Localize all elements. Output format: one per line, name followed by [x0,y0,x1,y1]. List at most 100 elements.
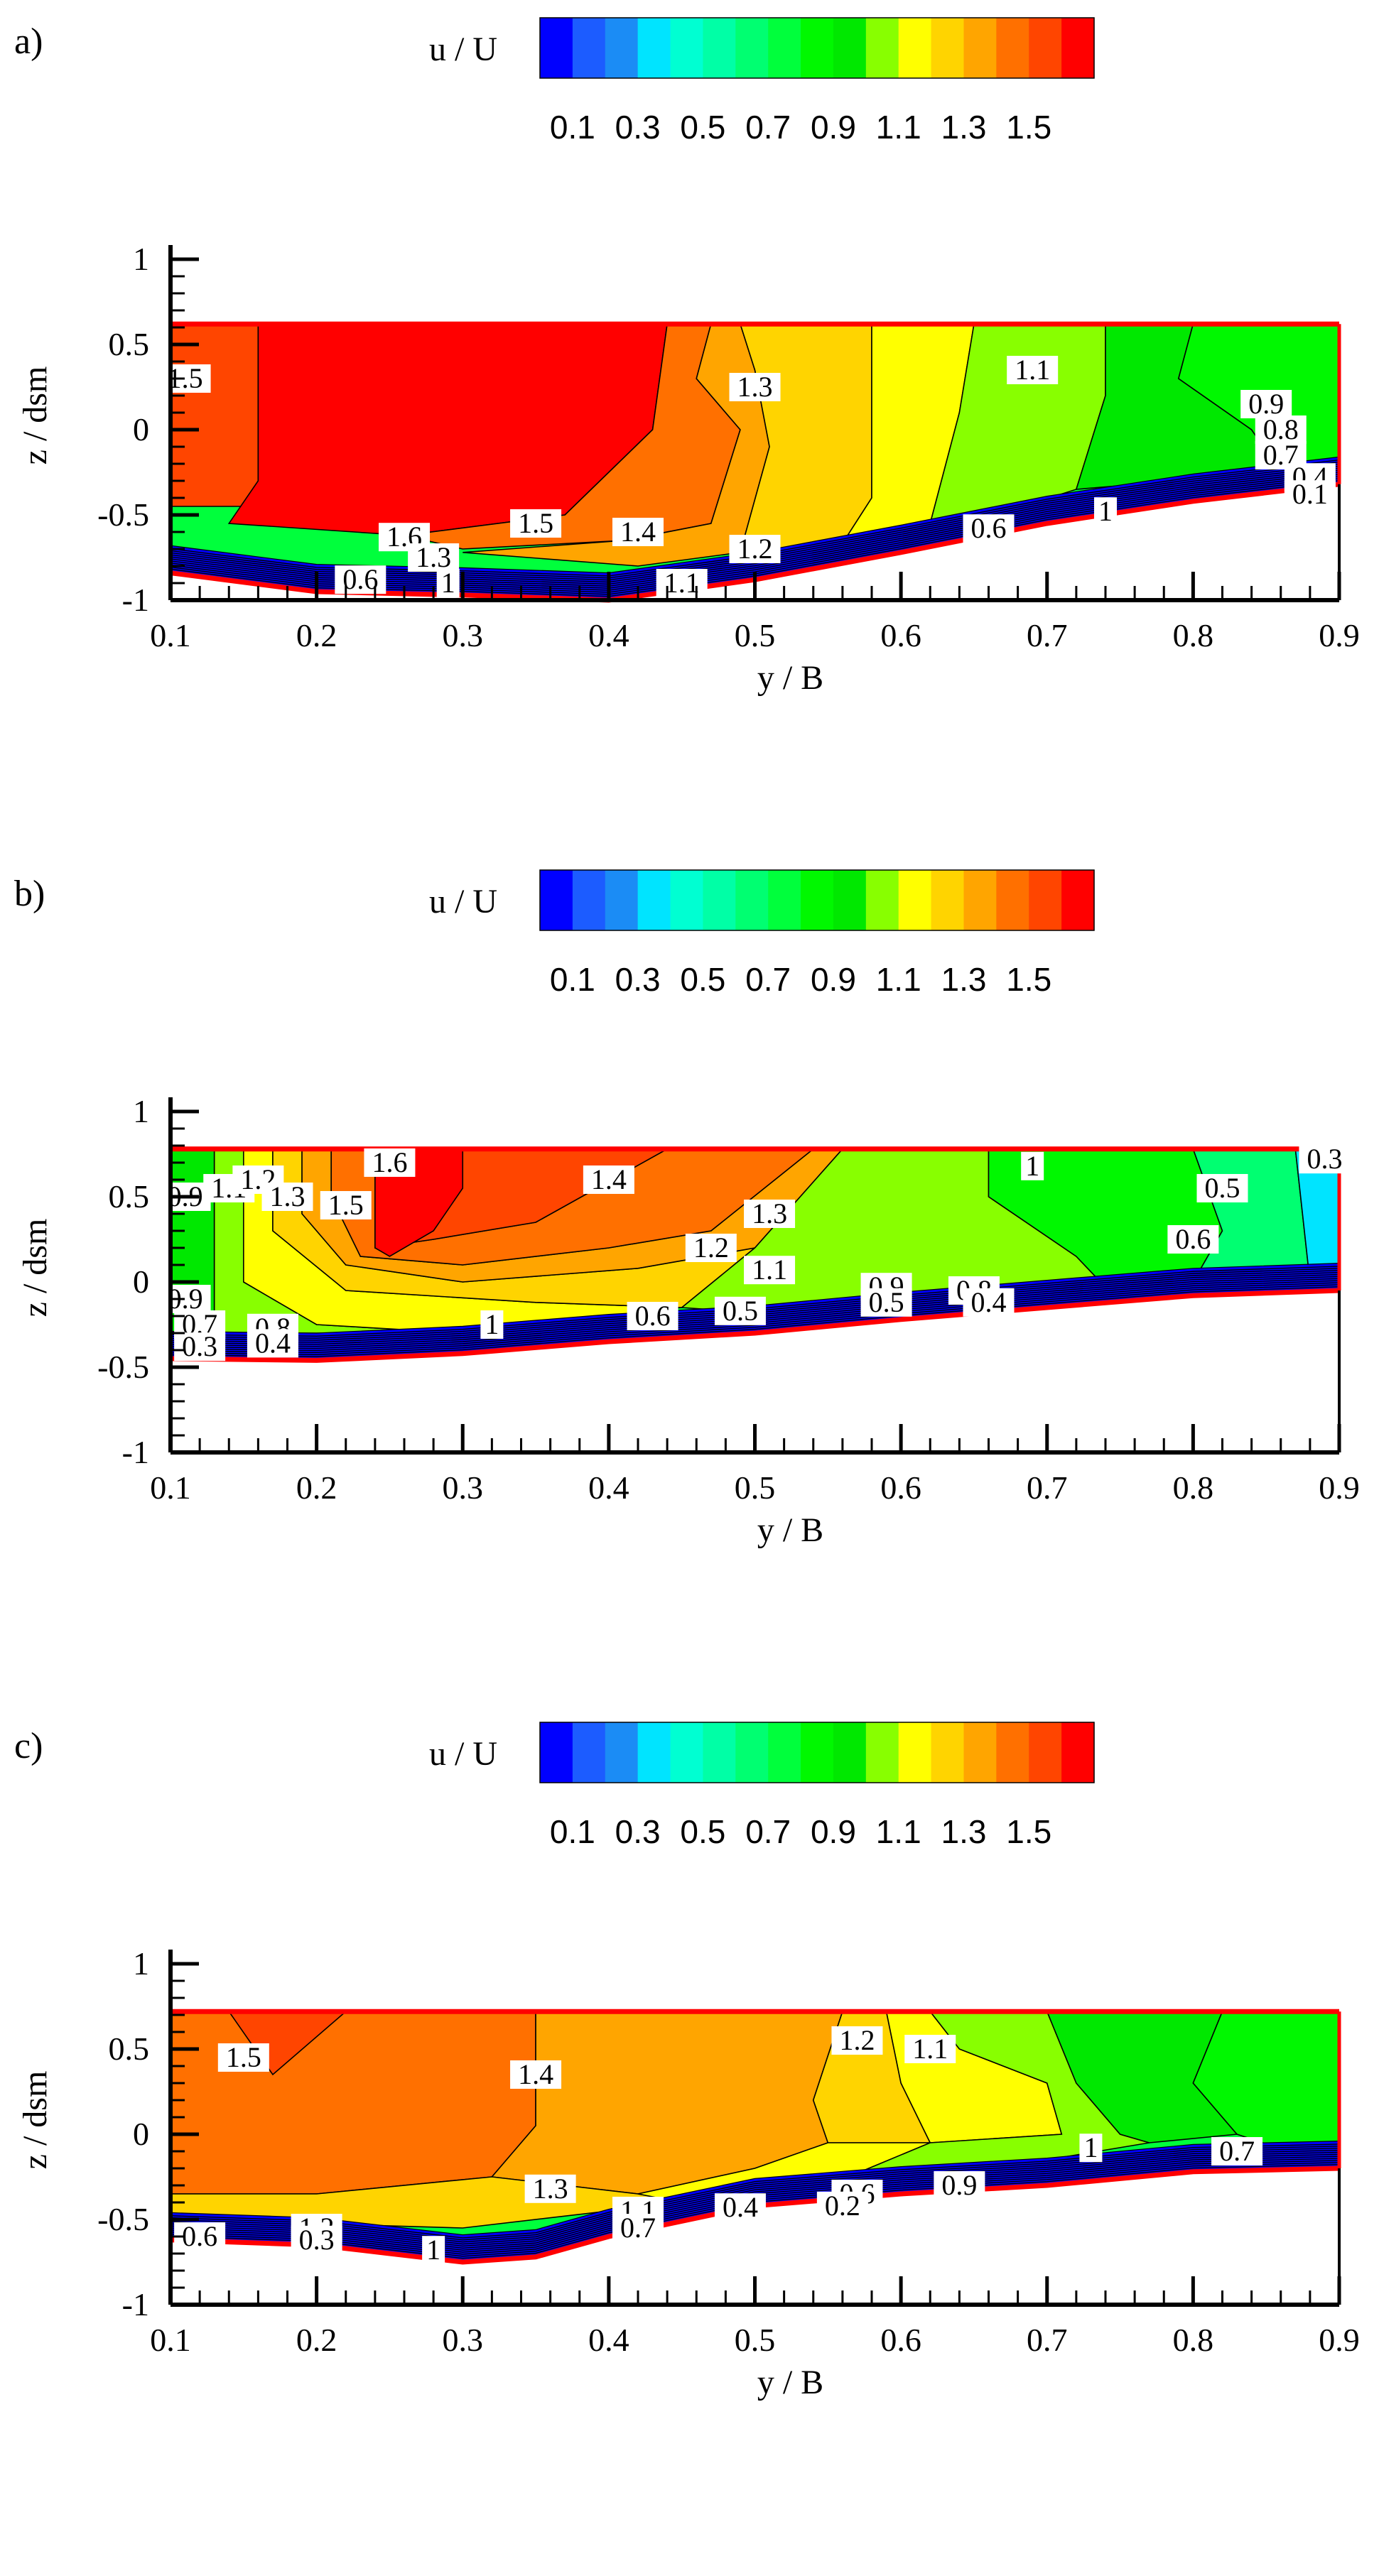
contour-label: 1.1 [912,2033,948,2065]
colorbar-tick-label: 1.5 [1006,961,1051,998]
contour-label-group: 1.5 [510,507,562,539]
near-bed-contour [171,2149,1339,2245]
contour-label: 0.1 [1292,478,1328,510]
contour-label-box [816,2191,868,2220]
contour-label: 0.5 [1205,1172,1240,1204]
contour-label-group: 0.5 [1196,1172,1248,1204]
contour-label-box [583,1165,634,1194]
contour-label-group: 0.7 [1211,2135,1263,2167]
x-tick-label: 0.8 [1173,617,1214,653]
bed-profile-line [170,1288,1340,1363]
colorbar-swatch [996,1722,1029,1783]
contour-label-group: 1 [1021,1150,1044,1182]
colorbar-tick-label: 0.1 [550,109,595,146]
contour-label: 1 [426,2234,440,2266]
colorbar-tick-label: 0.3 [615,1813,661,1850]
y-tick-label: 0.5 [109,1178,150,1214]
colorbar-frame [539,1722,1095,1783]
near-bed-contour [171,2162,1339,2257]
contour-label-box [510,2060,562,2089]
contour-label-group: 1.1 [1007,354,1059,386]
contour-label-group: 1.4 [510,2058,562,2090]
x-tick-label: 0.6 [880,617,921,653]
contour-label: 1.3 [416,541,451,573]
colorbar-swatch [768,18,801,78]
colorbar-swatch [605,1722,639,1783]
colorbar-swatch [540,18,573,78]
contour-label-box [860,1288,912,1317]
contour-label-group: 1.6 [379,521,430,553]
contour-label-box [1079,2134,1103,2163]
y-tick-label: 0.5 [109,326,150,362]
contour-label-box [1196,1174,1248,1202]
near-bed-contour [171,2151,1339,2247]
contour-label: 0.4 [971,1286,1007,1318]
contour-label: 1.3 [270,1180,305,1212]
contour-zone [171,2011,536,2195]
contour-label-group: 0.7 [1255,439,1307,471]
contour-label-box [1284,480,1336,509]
contour-label: 0.9 [941,2169,977,2201]
colorbar-swatch [540,1722,573,1783]
contour-label: 1 [441,567,455,599]
colorbar-swatch [605,870,639,930]
y-tick-label: 1 [133,241,149,277]
colorbar-tick-label: 0.1 [550,961,595,998]
colorbar-tick-label: 0.7 [745,961,791,998]
contour-label-box [1007,356,1059,384]
contour-label-box [729,535,781,563]
contour-label-group: 1.3 [744,1197,796,1229]
chart-panel-1: a) u / U 0.1 0.3 0.5 0.7 0.9 1.1 1.3 1.5 1.5 1.3 1.1… [14,17,1360,697]
contour-label: 1.2 [839,2024,875,2056]
y-axis-title: z / dsm [16,366,54,465]
x-axis-title: y / B [757,2364,823,2401]
contour-label-group: 1.3 [524,2173,576,2205]
contour-label: 0.6 [635,1300,671,1332]
contour-label-box [1094,497,1117,526]
x-tick-label: 0.2 [296,2322,337,2358]
y-tick-label: -1 [122,582,149,618]
panel-label: a) [14,21,43,62]
near-bed-contour [171,2160,1339,2255]
colorbar-swatch [670,18,704,78]
colorbar-swatch [605,18,639,78]
contour-label-box [831,2026,883,2055]
contour-label-group: 0.2 [816,2190,868,2222]
near-bed-contour [171,1284,1339,1355]
contour-label-group: 1.5 [159,362,211,394]
contour-label: 1.3 [533,2173,568,2205]
colorbar-swatch [833,18,867,78]
x-tick-label: 0.5 [735,617,776,653]
colorbar-tick-label: 1.3 [941,1813,986,1850]
x-tick-label: 0.9 [1319,617,1360,653]
contour-label-group: 1.4 [583,1163,634,1195]
contour-label-group: 0.4 [247,1327,298,1359]
contour-label-box [1255,415,1307,444]
y-tick-label: 1 [133,1093,149,1129]
colorbar-swatch [1061,1722,1095,1783]
colorbar-swatch [637,18,671,78]
contour-label-group: 1.3 [729,371,781,403]
x-tick-label: 0.8 [1173,1469,1214,1506]
contour-label: 0.4 [255,1327,291,1359]
y-tick-label: 0 [133,411,149,447]
contour-label-box [744,1200,796,1228]
contour-label-group: 1.6 [364,1146,416,1178]
panel-label: c) [14,1726,43,1766]
colorbar-swatch [865,18,899,78]
colorbar-swatch [1029,18,1062,78]
contour-label-box [335,565,386,594]
colorbar-swatch [637,1722,671,1783]
contour-label-group: 0.6 [335,563,386,595]
colorbar-swatch [735,870,769,930]
contour-label-box [1167,1225,1219,1254]
x-tick-label: 0.9 [1319,1469,1360,1506]
colorbar-swatch [898,1722,932,1783]
contour-label-group: 0.4 [714,2191,766,2223]
contour-label-box [217,2043,269,2072]
contour-label-box [729,373,781,401]
contour-label-box [627,1302,678,1330]
contour-label-group: 1.4 [612,516,664,548]
contour-label-box [524,2174,576,2203]
contour-label-group: 0.3 [174,1330,226,1362]
